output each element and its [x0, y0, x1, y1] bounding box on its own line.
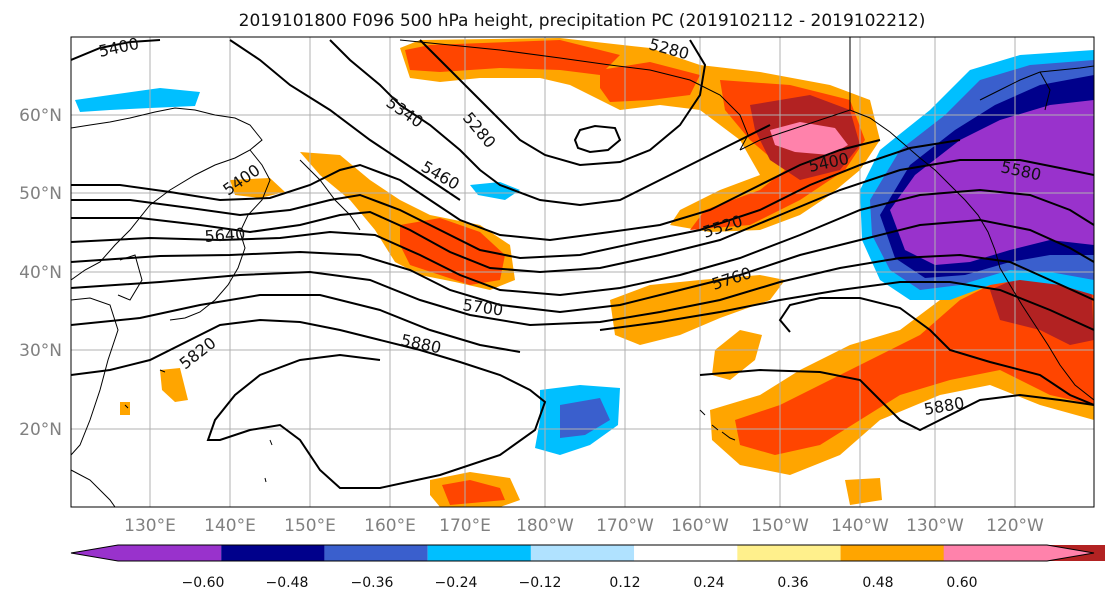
precip-negative-region — [560, 398, 610, 438]
colorbar-tick-label: 0.48 — [862, 575, 893, 591]
height-contours — [71, 39, 1094, 489]
colorbar-tick-label: −0.36 — [351, 575, 394, 591]
colorbar-tick-label: −0.12 — [519, 575, 562, 591]
coastlines — [71, 37, 1094, 507]
contour-label: 5640 — [204, 224, 246, 246]
lon-label: 180°W — [516, 516, 574, 536]
precip-positive-region — [712, 330, 762, 380]
lon-label: 150°W — [751, 516, 809, 536]
colorbar-tick-label: −0.48 — [266, 575, 309, 591]
colorbar-tick-label: −0.24 — [435, 575, 478, 591]
colorbar-swatch — [71, 545, 222, 561]
lon-label: 150°E — [284, 516, 336, 536]
lon-label: 140°W — [831, 516, 889, 536]
colorbar-swatch — [840, 545, 944, 561]
colorbar: −0.60 −0.48 −0.36 −0.24 −0.12 0.12 0.24 … — [70, 544, 1105, 591]
colorbar-tick-label: 0.12 — [609, 575, 640, 591]
colorbar-ticks: −0.60 −0.48 −0.36 −0.24 −0.12 0.12 0.24 … — [182, 575, 978, 591]
lon-label: 160°E — [364, 516, 416, 536]
lat-label: 40°N — [19, 263, 62, 283]
precip-negative-region — [470, 182, 520, 200]
colorbar-tick-label: 0.60 — [946, 575, 977, 591]
map-frame — [70, 36, 1095, 508]
colorbar-swatch — [324, 545, 428, 561]
colorbar-swatch — [737, 545, 841, 561]
colorbar-swatch — [530, 545, 635, 561]
precip-positive-region — [405, 40, 620, 75]
latitude-labels: 60°N 50°N 40°N 30°N 20°N — [19, 106, 62, 440]
colorbar-swatches — [70, 544, 1105, 562]
lat-label: 50°N — [19, 184, 62, 204]
lon-label: 140°E — [204, 516, 256, 536]
lon-label: 130°W — [906, 516, 964, 536]
precip-positive-region — [120, 402, 130, 415]
colorbar-outline — [70, 544, 1095, 562]
colorbar-tick-label: −0.60 — [182, 575, 225, 591]
lon-label: 170°E — [439, 516, 491, 536]
lat-label: 30°N — [19, 341, 62, 361]
precip-positive-region — [610, 275, 785, 345]
precip-positive-region — [160, 368, 188, 402]
map-layers — [71, 37, 1094, 507]
lat-label: 60°N — [19, 106, 62, 126]
colorbar-tick-label: 0.24 — [693, 575, 724, 591]
figure-title: 2019101800 F096 500 hPa height, precipit… — [239, 11, 926, 31]
lon-label: 170°W — [596, 516, 654, 536]
precip-positive-region — [400, 218, 505, 285]
lon-label: 130°E — [124, 516, 176, 536]
lat-label: 20°N — [19, 420, 62, 440]
precip-negative-region — [75, 88, 200, 112]
precip-fill — [75, 38, 1094, 507]
colorbar-swatch — [221, 545, 325, 561]
colorbar-swatch — [943, 545, 1094, 561]
precip-positive-region — [442, 480, 505, 505]
lon-label: 120°W — [986, 516, 1044, 536]
lon-label: 160°W — [671, 516, 729, 536]
colorbar-swatch — [427, 545, 531, 561]
precip-positive-region — [845, 478, 882, 505]
colorbar-swatch — [634, 545, 738, 561]
longitude-labels: 130°E 140°E 150°E 160°E 170°E 180°W 170°… — [124, 516, 1044, 536]
colorbar-tick-label: 0.36 — [777, 575, 808, 591]
